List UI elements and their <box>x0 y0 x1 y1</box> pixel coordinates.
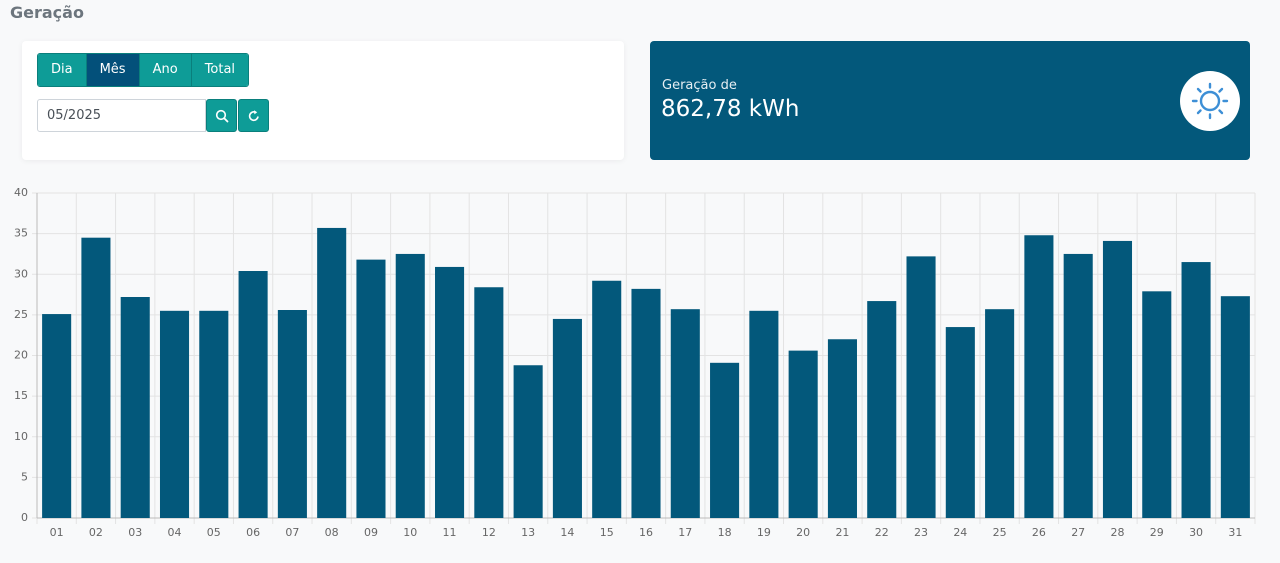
x-tick-label: 06 <box>246 526 260 539</box>
y-tick-label: 15 <box>14 389 28 402</box>
y-tick-label: 40 <box>14 186 28 199</box>
bar <box>317 227 347 518</box>
bar <box>474 287 504 518</box>
y-tick-label: 5 <box>21 470 28 483</box>
y-tick-label: 30 <box>14 267 28 280</box>
x-tick-label: 18 <box>718 526 732 539</box>
x-tick-label: 01 <box>50 526 64 539</box>
y-tick-label: 25 <box>14 308 28 321</box>
bar <box>592 280 622 518</box>
period-button[interactable]: Ano <box>139 54 192 86</box>
bar <box>670 309 700 518</box>
y-tick-label: 20 <box>14 349 28 362</box>
summary-label: Geração de <box>662 78 737 93</box>
bar <box>42 314 72 518</box>
sun-glyph <box>1191 82 1229 120</box>
x-tick-label: 31 <box>1228 526 1242 539</box>
x-tick-label: 25 <box>993 526 1007 539</box>
x-tick-label: 08 <box>325 526 339 539</box>
y-tick-label: 35 <box>14 227 28 240</box>
x-tick-label: 28 <box>1110 526 1124 539</box>
bar <box>238 271 268 518</box>
period-button[interactable]: Dia <box>38 54 87 86</box>
x-tick-label: 15 <box>600 526 614 539</box>
x-tick-label: 30 <box>1189 526 1203 539</box>
bar <box>1024 235 1054 518</box>
summary-value: 862,78 kWh <box>661 96 800 122</box>
y-tick-label: 0 <box>21 511 28 524</box>
bar <box>395 253 425 518</box>
x-tick-label: 12 <box>482 526 496 539</box>
bar <box>749 310 779 518</box>
bar <box>1102 240 1133 518</box>
page-title: Geração <box>10 3 84 22</box>
x-tick-label: 05 <box>207 526 221 539</box>
x-tick-label: 24 <box>953 526 967 539</box>
period-buttons: Dia Mês Ano Total <box>37 53 250 87</box>
bar <box>788 350 818 518</box>
search-icon <box>215 109 228 122</box>
bar <box>867 301 897 518</box>
x-tick-label: 03 <box>128 526 142 539</box>
bar <box>199 310 229 518</box>
x-tick-label: 19 <box>757 526 771 539</box>
bar <box>513 365 543 518</box>
sun-icon <box>1180 71 1240 131</box>
x-tick-label: 27 <box>1071 526 1085 539</box>
x-tick-label: 26 <box>1032 526 1046 539</box>
bar <box>435 266 465 518</box>
bar <box>906 256 936 518</box>
refresh-icon <box>248 109 259 121</box>
y-tick-label: 10 <box>14 430 28 443</box>
refresh-button[interactable] <box>238 99 269 132</box>
bar <box>827 339 857 518</box>
x-tick-label: 02 <box>89 526 103 539</box>
x-tick-label: 09 <box>364 526 378 539</box>
x-tick-label: 04 <box>168 526 182 539</box>
bar <box>159 310 190 518</box>
bar <box>277 310 307 518</box>
bar <box>1220 296 1250 518</box>
bar <box>985 309 1015 518</box>
x-tick-label: 21 <box>835 526 849 539</box>
x-tick-label: 29 <box>1150 526 1164 539</box>
search-button[interactable] <box>206 99 237 132</box>
period-button[interactable]: Mês <box>86 54 140 86</box>
bar <box>356 259 386 518</box>
date-input[interactable]: 05/2025 <box>37 99 206 132</box>
bar <box>631 288 661 518</box>
x-tick-label: 07 <box>285 526 299 539</box>
x-tick-label: 13 <box>521 526 535 539</box>
bar <box>710 362 740 518</box>
bar <box>120 297 150 518</box>
bar <box>1181 262 1211 518</box>
bar <box>81 237 111 518</box>
x-tick-label: 20 <box>796 526 810 539</box>
x-tick-label: 14 <box>560 526 574 539</box>
x-tick-label: 16 <box>639 526 653 539</box>
x-tick-label: 23 <box>914 526 928 539</box>
x-tick-label: 22 <box>875 526 889 539</box>
bar <box>552 318 582 518</box>
bar <box>945 327 975 518</box>
period-button[interactable]: Total <box>191 54 249 86</box>
bar <box>1063 253 1093 518</box>
x-tick-label: 17 <box>678 526 692 539</box>
bar <box>1142 291 1172 518</box>
x-tick-label: 11 <box>443 526 457 539</box>
x-tick-label: 10 <box>403 526 417 539</box>
summary-card: Geração de 862,78 kWh <box>650 41 1250 160</box>
